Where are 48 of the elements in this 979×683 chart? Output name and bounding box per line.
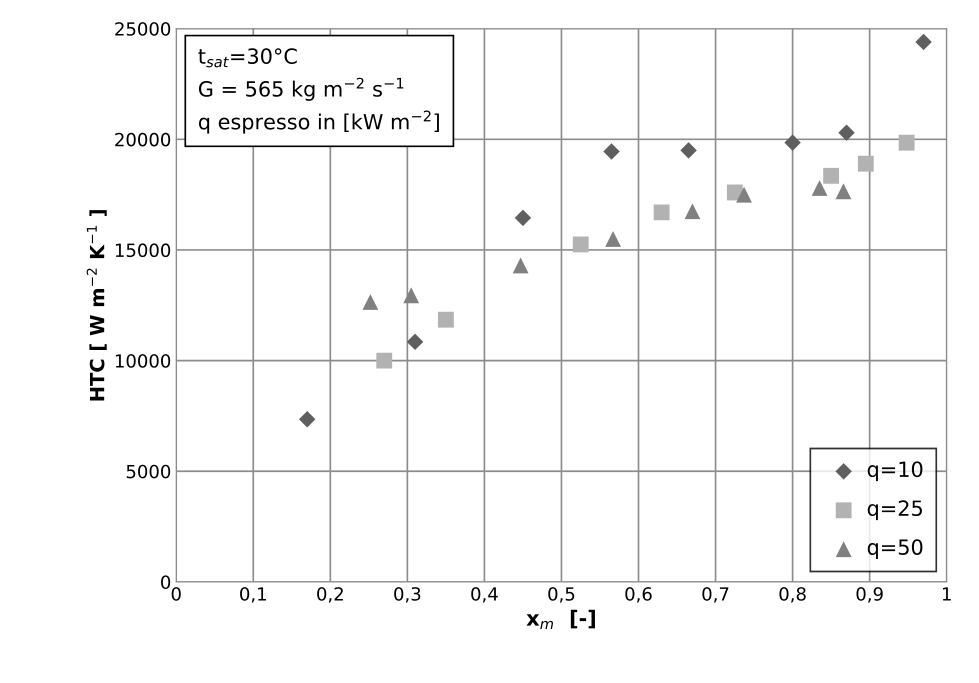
x-tick-label: 0 bbox=[172, 587, 181, 601]
x-tick-label: 0,9 bbox=[856, 587, 883, 603]
point bbox=[438, 312, 454, 328]
point bbox=[654, 204, 670, 220]
legend-label: q=25 bbox=[868, 500, 922, 520]
point bbox=[403, 287, 420, 304]
point bbox=[915, 34, 932, 50]
point bbox=[406, 334, 424, 350]
x-tick-label: 0,8 bbox=[779, 587, 806, 603]
point bbox=[376, 352, 392, 369]
x-tick-label: 0,6 bbox=[625, 587, 652, 603]
point bbox=[298, 411, 316, 428]
point bbox=[603, 143, 620, 160]
x-tick-label: 0,1 bbox=[240, 587, 266, 603]
text: x$_{m}$ [-] bbox=[526, 610, 595, 630]
point bbox=[684, 203, 700, 220]
point bbox=[838, 124, 855, 141]
y-tick-label: 20000 bbox=[115, 132, 170, 146]
x-tick-label: 0,7 bbox=[702, 587, 728, 603]
point bbox=[898, 134, 915, 151]
x-tick-label: 0,5 bbox=[548, 587, 574, 603]
point bbox=[512, 258, 529, 274]
point bbox=[858, 156, 874, 172]
y-tick-label: 25000 bbox=[115, 22, 170, 36]
point bbox=[812, 180, 828, 196]
x-tick-label: 0,2 bbox=[317, 587, 343, 603]
point bbox=[836, 183, 852, 200]
y-tick-label: 10000 bbox=[116, 354, 170, 368]
legend-label: q=10 bbox=[868, 461, 922, 482]
y-tick-label: 5000 bbox=[126, 464, 170, 478]
x-tick-label: 0,3 bbox=[394, 587, 420, 603]
legend-label: q=50 bbox=[868, 539, 922, 559]
y-tick-label: 15000 bbox=[116, 243, 170, 258]
y-tick-label: 0 bbox=[161, 575, 170, 590]
point bbox=[572, 236, 589, 252]
point bbox=[514, 210, 532, 226]
point bbox=[823, 168, 840, 184]
point bbox=[680, 142, 697, 159]
annotation: G = 565 kg m$^{−2}$ s$^{−1}$ bbox=[198, 78, 404, 101]
y-axis-title: HTC [ W m$^{−2}$ K$^{−1}$ ] bbox=[86, 210, 107, 400]
point bbox=[605, 230, 621, 247]
point bbox=[736, 186, 752, 203]
annotation: q espresso in [kW m$^{−2}$] bbox=[198, 110, 439, 134]
x-tick-label: 0,4 bbox=[471, 587, 498, 603]
point bbox=[784, 134, 801, 151]
point bbox=[362, 294, 378, 310]
x-tick-label: 1 bbox=[942, 587, 951, 600]
annotation: t$_{sat}$=30°C bbox=[198, 48, 297, 68]
